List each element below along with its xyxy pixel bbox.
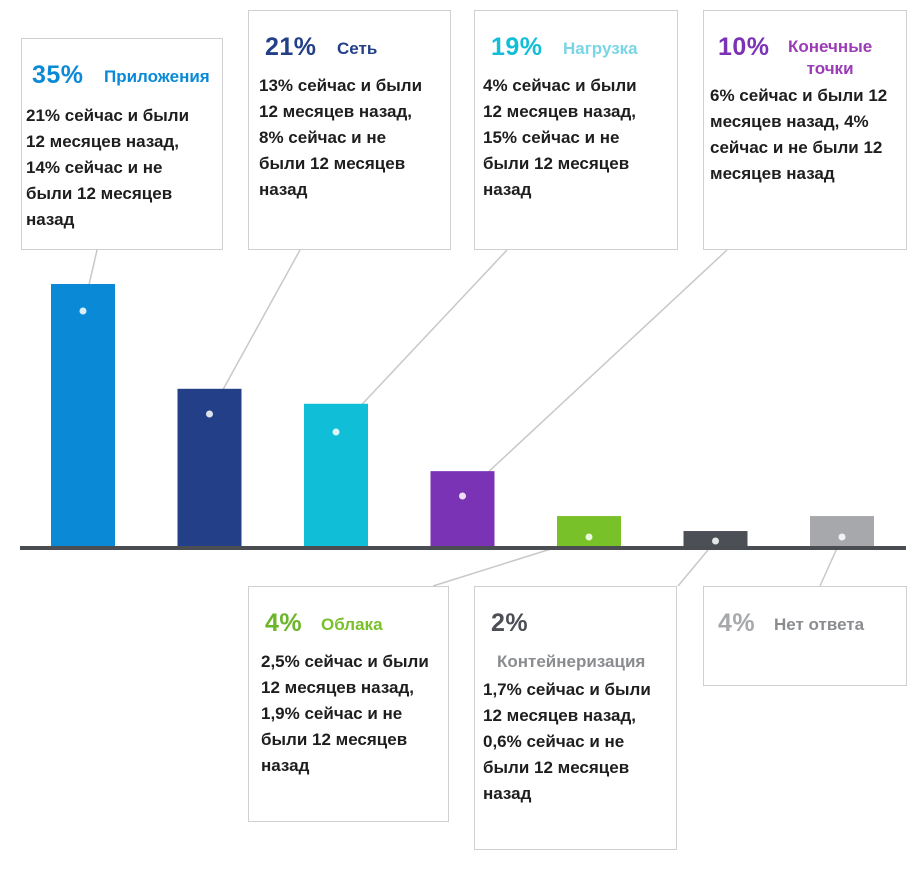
callout-конечные-точки: 10% Конечные точки 6% сейчас и были 12 месяц… — [703, 10, 907, 250]
bar-приложения — [51, 284, 115, 546]
callout-description-line: 8% сейчас и не — [259, 128, 387, 147]
callout-description-line: 2,5% сейчас и были — [261, 652, 429, 671]
anchor-dot-облака — [585, 533, 593, 541]
callout-description: 4% сейчас и были 12 месяцев назад, 15% сей… — [483, 73, 637, 203]
callout-label: Конечные точки — [788, 36, 872, 80]
callout-description: 13% сейчас и были 12 месяцев назад, 8% сей… — [259, 73, 422, 203]
callout-description-line: 21% сейчас и были — [26, 106, 190, 125]
callout-label: Облака — [321, 615, 383, 634]
bar-нет-ответа — [810, 516, 874, 546]
callout-description-line: 13% сейчас и были — [259, 76, 423, 95]
callout-description: 6% сейчас и были 12 месяцев назад, 4% сейч… — [710, 83, 887, 187]
callout-description-line: назад — [483, 784, 532, 803]
callout-percent: 4% — [265, 609, 303, 637]
anchor-dots — [79, 307, 846, 545]
callout-label: Нагрузка — [563, 39, 638, 58]
callout-description-line: 15% сейчас и не — [483, 128, 620, 147]
anchor-dot-конечные-точки — [459, 492, 466, 500]
bars-group — [51, 284, 874, 546]
callout-percent: 2% — [491, 609, 529, 637]
callout-сеть: 21% Сеть 13% сейчас и были 12 месяцев назад… — [248, 10, 451, 250]
callout-description-line: были 12 месяцев — [483, 758, 630, 777]
callout-нагрузка: 19% Нагрузка 4% сейчас и были 12 месяцев на… — [474, 10, 678, 250]
callout-контейнеризация: 2% Контейнеризация 1,7% сейчас и были 12 ме… — [474, 586, 677, 850]
callout-percent: 4% — [718, 609, 756, 637]
callout-label-line: точки — [806, 59, 854, 78]
callout-description-line: 6% сейчас и были 12 — [710, 86, 888, 105]
callout-label-line: Конечные — [788, 37, 873, 56]
callout-description-line: месяцев назад — [710, 164, 835, 183]
callout-description: 2,5% сейчас и были 12 месяцев назад, 1,9% … — [261, 649, 429, 779]
anchor-dot-приложения — [79, 307, 87, 315]
bar-нагрузка — [304, 403, 368, 546]
callout-облака: 4% Облака 2,5% сейчас и были 12 месяцев наз… — [248, 586, 449, 822]
anchor-dot-контейнеризация — [712, 537, 719, 545]
connector-сеть — [208, 249, 301, 415]
anchor-dot-сеть — [206, 410, 213, 418]
callout-description: 21% сейчас и были 12 месяцев назад, 14% се… — [26, 103, 189, 233]
callout-description-line: были 12 месяцев — [259, 154, 406, 173]
anchor-dot-нет-ответа — [838, 533, 846, 541]
callout-нет-ответа: 4% Нет ответа — [703, 586, 907, 686]
bar-облака — [557, 516, 621, 546]
callout-label: Приложения — [104, 67, 210, 86]
callout-description-line: были 12 месяцев — [26, 184, 173, 203]
callout-label: Нет ответа — [774, 615, 865, 634]
callout-description-line: были 12 месяцев — [261, 730, 408, 749]
callout-description: 1,7% сейчас и были 12 месяцев назад, 0,6% … — [483, 677, 651, 807]
bar-конечные-точки — [430, 471, 495, 546]
callout-description-line: 12 месяцев назад, — [483, 706, 637, 725]
connector-нагрузка — [335, 249, 508, 433]
anchor-dot-нагрузка — [332, 428, 340, 436]
callout-description-line: 4% сейчас и были — [483, 76, 637, 95]
callout-description-line: 12 месяцев назад, — [259, 102, 413, 121]
callout-description-line: 1,9% сейчас и не — [261, 704, 403, 723]
callout-description-line: 12 месяцев назад, — [261, 678, 415, 697]
callout-description-line: месяцев назад, 4% — [710, 112, 869, 131]
callout-description-line: назад — [483, 180, 532, 199]
callout-percent: 10% — [718, 33, 770, 61]
callout-description-line: назад — [259, 180, 308, 199]
callout-label: Сеть — [337, 39, 378, 58]
callout-description-line: 12 месяцев назад, — [483, 102, 637, 121]
callout-description-line: сейчас и не были 12 — [710, 138, 883, 157]
callout-percent: 21% — [265, 33, 317, 61]
callout-percent: 35% — [32, 61, 84, 89]
callout-description-line: 14% сейчас и не — [26, 158, 163, 177]
callout-description-line: 12 месяцев назад, — [26, 132, 180, 151]
callout-description-line: 1,7% сейчас и были — [483, 680, 651, 699]
callout-description-line: назад — [261, 756, 310, 775]
callout-percent: 19% — [491, 33, 543, 61]
callout-description-line: 0,6% сейчас и не — [483, 732, 625, 751]
callout-label: Контейнеризация — [497, 652, 646, 671]
callout-приложения: 35% Приложения 21% сейчас и были 12 месяцев… — [21, 38, 223, 250]
connector-конечные-точки — [461, 249, 728, 497]
callout-description-line: были 12 месяцев — [483, 154, 630, 173]
callout-description-line: назад — [26, 210, 75, 229]
